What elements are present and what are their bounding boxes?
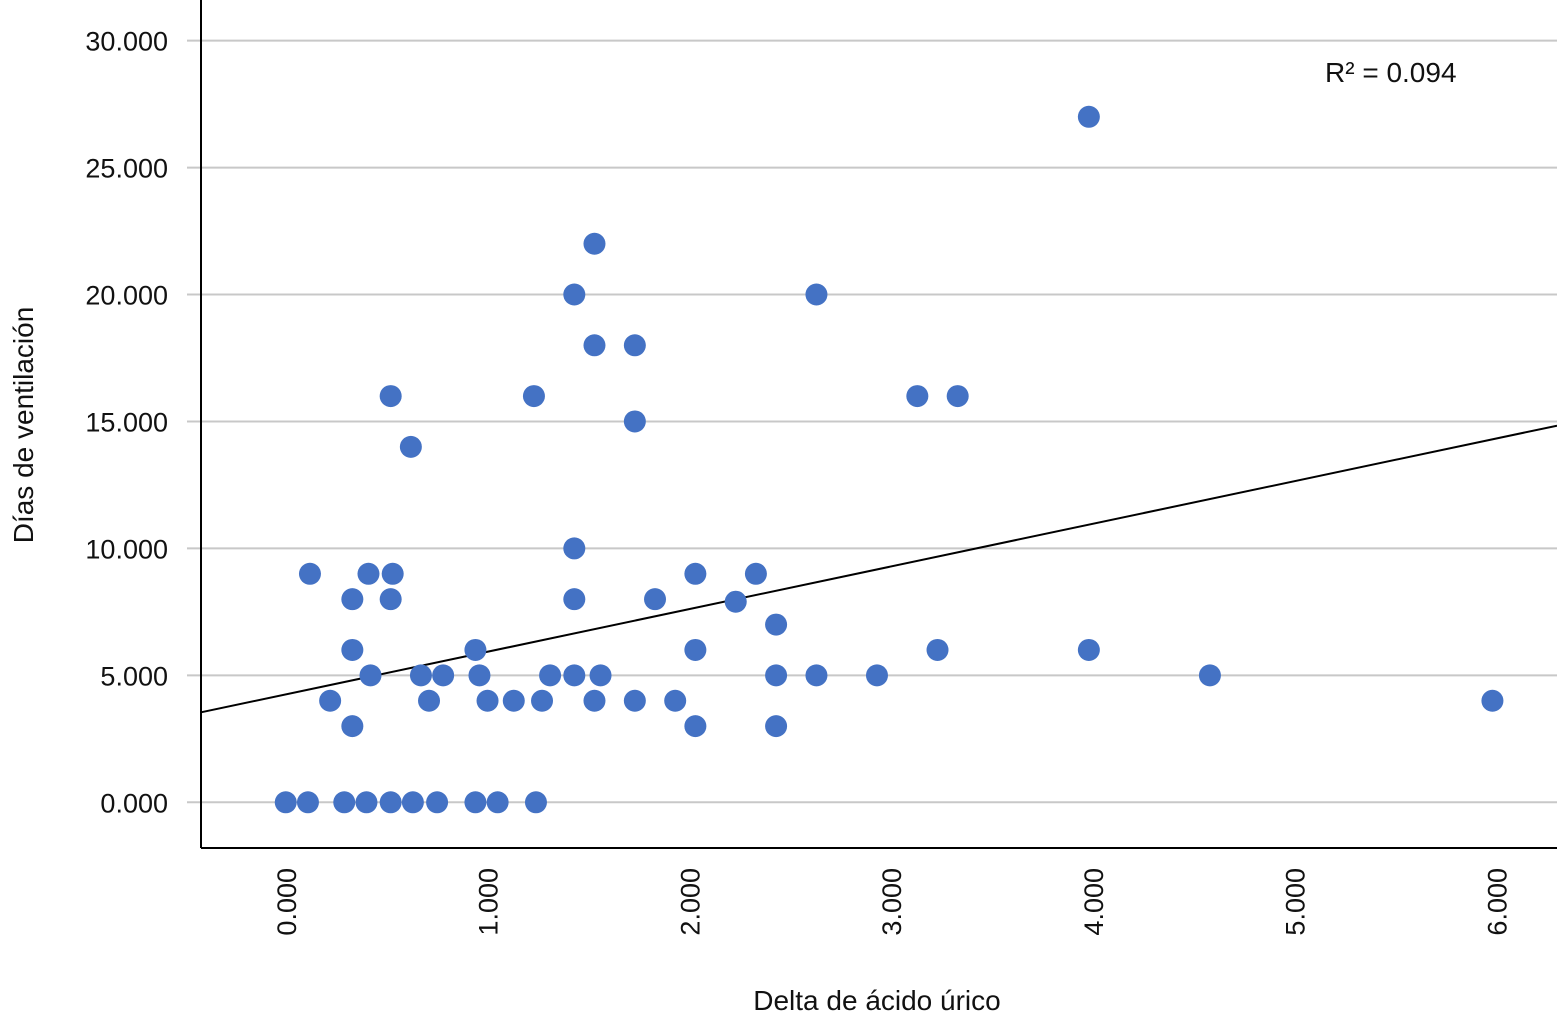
data-point: [1077, 638, 1100, 661]
data-point: [926, 638, 949, 661]
data-point: [357, 562, 380, 585]
x-axis-title: Delta de ácido úrico: [753, 985, 1000, 1016]
data-point: [409, 664, 432, 687]
data-point: [341, 588, 364, 611]
data-point: [296, 791, 319, 814]
y-tick-labels: 0.000 5.000 10.000 15.000 20.000 25.000 30.000: [85, 27, 168, 819]
x-tick-label: 3.000: [877, 868, 907, 936]
data-point: [359, 664, 382, 687]
y-tick-label: 10.000: [85, 534, 168, 564]
x-tick-labels: 0.000 1.000 2.000 3.000 4.000 5.000 6.000: [272, 868, 1513, 936]
x-tick-label: 6.000: [1482, 868, 1512, 936]
data-point: [805, 283, 828, 306]
data-point: [399, 435, 422, 458]
data-point: [765, 715, 788, 738]
y-tick-label: 30.000: [85, 27, 168, 57]
data-point: [744, 562, 767, 585]
data-point: [379, 791, 402, 814]
data-point: [381, 562, 404, 585]
data-point: [684, 562, 707, 585]
data-point: [355, 791, 378, 814]
x-tick-label: 0.000: [272, 868, 302, 936]
data-point: [401, 791, 424, 814]
data-point: [623, 689, 646, 712]
x-tick-label: 4.000: [1079, 868, 1109, 936]
data-point: [539, 664, 562, 687]
data-point: [684, 638, 707, 661]
data-point: [583, 334, 606, 357]
data-point: [468, 664, 491, 687]
trendline: [200, 424, 1557, 714]
data-point: [502, 689, 525, 712]
data-point: [765, 613, 788, 636]
gridlines: [187, 39, 1557, 804]
data-point: [563, 537, 586, 560]
data-point: [379, 588, 402, 611]
data-point: [1198, 664, 1221, 687]
data-point: [563, 588, 586, 611]
data-point: [684, 715, 707, 738]
data-point: [1077, 105, 1100, 128]
y-tick-label: 25.000: [85, 154, 168, 184]
y-tick-label: 20.000: [85, 281, 168, 311]
r-squared-annotation: R² = 0.094: [1325, 57, 1457, 88]
data-point: [664, 689, 687, 712]
data-point: [341, 638, 364, 661]
data-point: [623, 410, 646, 433]
data-point: [486, 791, 509, 814]
data-point: [765, 664, 788, 687]
y-tick-label: 0.000: [100, 788, 168, 818]
y-axis-title: Días de ventilación: [8, 307, 39, 544]
data-point: [418, 689, 441, 712]
data-point: [946, 385, 969, 408]
data-point: [319, 689, 342, 712]
axes: [200, 0, 1557, 849]
data-point: [724, 590, 747, 613]
data-point: [341, 715, 364, 738]
y-tick-label: 15.000: [85, 407, 168, 437]
data-point: [522, 385, 545, 408]
data-point: [432, 664, 455, 687]
data-point: [563, 283, 586, 306]
y-tick-label: 5.000: [100, 661, 168, 691]
data-point: [464, 638, 487, 661]
data-point: [623, 334, 646, 357]
data-point: [524, 791, 547, 814]
data-point: [563, 664, 586, 687]
data-point: [298, 562, 321, 585]
trendline-group: [200, 424, 1557, 714]
data-point: [379, 385, 402, 408]
data-points: [274, 105, 1504, 814]
data-point: [531, 689, 554, 712]
data-point: [583, 689, 606, 712]
data-point: [906, 385, 929, 408]
data-point: [274, 791, 297, 814]
x-tick-label: 2.000: [675, 868, 705, 936]
data-point: [865, 664, 888, 687]
data-point: [464, 791, 487, 814]
data-point: [644, 588, 667, 611]
data-point: [333, 791, 356, 814]
x-tick-label: 1.000: [474, 868, 504, 936]
data-point: [589, 664, 612, 687]
data-point: [426, 791, 449, 814]
x-tick-label: 5.000: [1281, 868, 1311, 936]
data-point: [583, 232, 606, 255]
data-point: [805, 664, 828, 687]
data-point: [1481, 689, 1504, 712]
data-point: [476, 689, 499, 712]
